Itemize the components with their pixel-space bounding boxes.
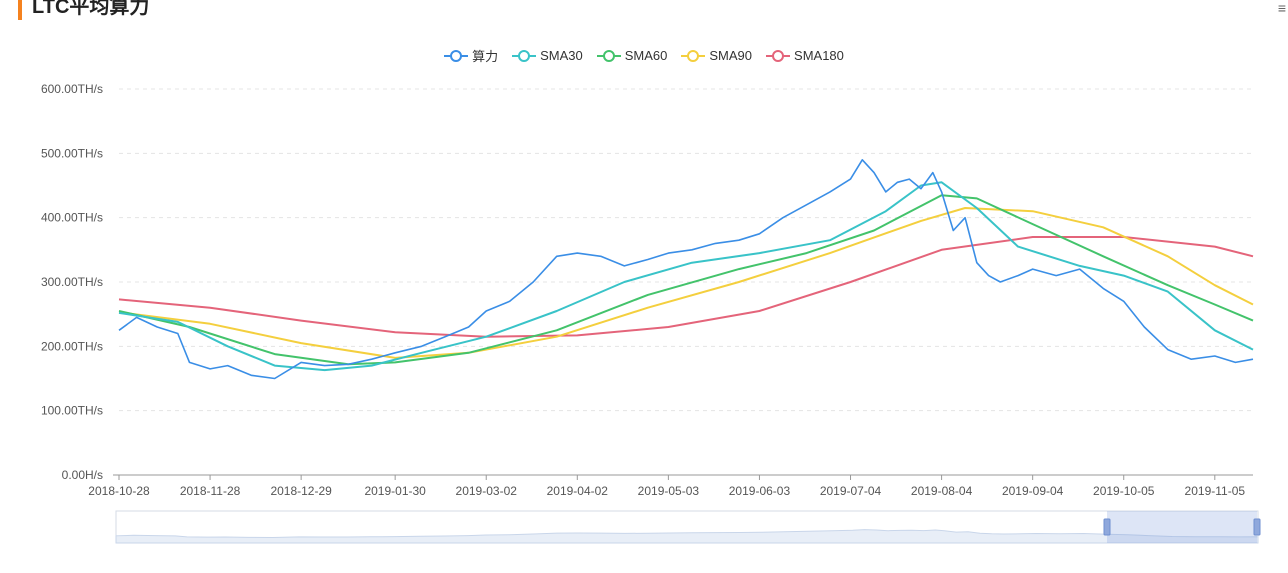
legend-line-circle-icon [681, 49, 706, 62]
y-tick-label: 400.00TH/s [41, 211, 103, 225]
y-tick-label: 200.00TH/s [41, 339, 103, 353]
legend-line-circle-icon [766, 49, 791, 62]
legend-label: SMA30 [540, 48, 583, 63]
series-line-hashrate [118, 159, 1254, 380]
legend-label: SMA90 [709, 48, 753, 63]
x-tick-label: 2019-05-03 [638, 484, 700, 498]
x-tick-label: 2019-06-03 [729, 484, 791, 498]
legend-label: 算力 [472, 49, 499, 64]
x-tick-label: 2019-10-05 [1093, 484, 1155, 498]
legend-line-circle-icon [596, 49, 621, 62]
y-tick-label: 500.00TH/s [41, 146, 103, 160]
chart-legend: 算力 SMA30 SMA60 SMA90 SMA180 [0, 46, 1288, 65]
x-tick-label: 2018-10-28 [88, 484, 150, 498]
legend-line-circle-icon [444, 49, 469, 62]
legend-item[interactable]: SMA60 [596, 46, 668, 65]
series-line-sma90 [118, 207, 1254, 359]
zoom-slider-preview [115, 529, 1259, 544]
legend-label: SMA60 [624, 48, 668, 63]
zoom-slider-selection [1107, 511, 1257, 543]
chart-title: LTC平均算力 [32, 0, 150, 18]
title-accent-bar [18, 0, 22, 20]
x-tick-label: 2019-09-04 [1002, 484, 1064, 498]
x-tick-label: 2019-08-04 [911, 484, 973, 498]
legend-line-circle-icon [512, 49, 537, 62]
series-line-sma60 [118, 194, 1254, 366]
x-tick-label: 2019-07-04 [820, 484, 882, 498]
x-tick-label: 2019-01-30 [364, 484, 426, 498]
series-line-sma30 [118, 181, 1254, 372]
x-tick-label: 2019-04-02 [547, 484, 609, 498]
legend-label: SMA180 [794, 48, 844, 63]
legend-item[interactable]: 算力 [444, 46, 498, 65]
legend-item[interactable]: SMA180 [766, 46, 844, 65]
x-tick-label: 2018-12-29 [270, 484, 332, 498]
chart-title-bar: LTC平均算力 [18, 0, 149, 20]
y-tick-label: 0.00H/s [62, 468, 103, 482]
legend-item[interactable]: SMA30 [512, 46, 583, 65]
y-tick-label: 100.00TH/s [41, 404, 103, 418]
x-tick-label: 2019-11-05 [1185, 484, 1246, 498]
zoom-handle-left[interactable] [1103, 518, 1111, 536]
menu-icon[interactable]: ≡ [1277, 0, 1286, 16]
zoom-handle-right[interactable] [1253, 518, 1261, 536]
y-tick-label: 300.00TH/s [41, 275, 103, 289]
x-tick-label: 2018-11-28 [180, 484, 241, 498]
legend-item[interactable]: SMA90 [681, 46, 752, 65]
series-line-sma180 [118, 236, 1254, 338]
x-tick-label: 2019-03-02 [456, 484, 518, 498]
y-tick-label: 600.00TH/s [41, 82, 103, 96]
